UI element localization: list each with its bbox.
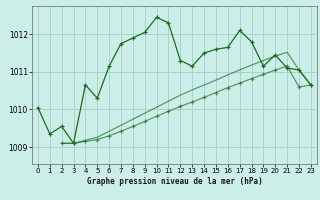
X-axis label: Graphe pression niveau de la mer (hPa): Graphe pression niveau de la mer (hPa): [86, 177, 262, 186]
